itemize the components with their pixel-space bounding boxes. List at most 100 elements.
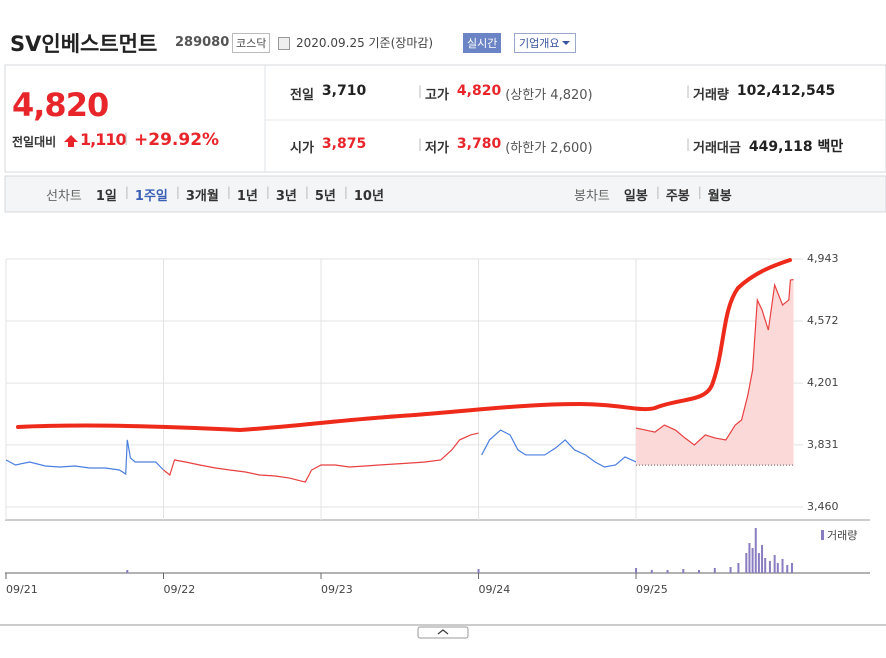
overview-button[interactable]: 기업개요: [514, 33, 577, 53]
quote-label: 거래대금: [693, 141, 741, 156]
change: 1,110: [80, 130, 127, 149]
period-tab[interactable]: 3개월: [185, 189, 219, 204]
separator: |: [418, 137, 423, 151]
tab-bar: [4, 175, 886, 213]
tab-group-label: 봉차트: [574, 189, 610, 204]
quote-value: 4,820: [456, 83, 502, 99]
volume-bar: [754, 528, 757, 573]
price-line: [635, 278, 794, 446]
dropdown-icon: [562, 41, 571, 49]
y-tick-label: 3,460: [807, 500, 839, 513]
volume-bar: [729, 567, 732, 573]
volume-bar: [682, 569, 685, 573]
plot: 3,460 3,831 4,201 4,572 4,943 09/21 09/22 09/23…: [5, 252, 857, 596]
volume-bar: [768, 561, 771, 573]
x-tick-label: 09/22: [164, 583, 196, 596]
quote-value: 3,875: [321, 136, 367, 152]
x-tick-label: 09/21: [6, 583, 38, 596]
quote-label: 거래량: [693, 88, 729, 103]
volume-bar: [786, 565, 789, 573]
quote-label: 전일: [290, 88, 314, 103]
tab-group-label: 선차트: [46, 189, 82, 204]
volume-bar: [761, 545, 764, 573]
area-fill: [636, 279, 794, 466]
volume-bar: [635, 568, 638, 573]
collapse-icon: [437, 629, 449, 635]
price-line: [5, 439, 164, 476]
period-tab[interactable]: 일봉: [623, 189, 648, 204]
price-line: [481, 429, 637, 468]
separator: |: [686, 84, 691, 98]
clock-icon: [278, 37, 290, 50]
separator: |: [655, 185, 660, 199]
volume-bar: [737, 563, 740, 573]
quote-label: 고가: [425, 88, 449, 103]
legend-swatch: [821, 530, 824, 540]
up-arrow: [64, 133, 78, 147]
volume-bar: [773, 555, 776, 573]
separator: |: [226, 185, 231, 199]
volume-bar: [764, 558, 767, 573]
volume-bar: [666, 570, 669, 573]
separator: |: [686, 137, 691, 151]
separator: |: [343, 185, 348, 199]
quote-note: (상한가 4,820): [505, 88, 593, 103]
volume-bar: [776, 563, 779, 573]
annotation-stroke: [16, 258, 792, 433]
quote-label: 저가: [425, 141, 449, 156]
change-label: 전일대비: [12, 135, 57, 149]
separator: |: [697, 185, 702, 199]
quote-value: 3,780: [456, 136, 502, 152]
volume-bar: [781, 559, 784, 573]
separator: |: [265, 185, 270, 199]
period-tab[interactable]: 1주일: [134, 189, 168, 204]
volume-bar: [126, 570, 129, 573]
volume-bar: [745, 553, 748, 573]
price-line: [163, 432, 479, 483]
price: 4,820: [12, 86, 109, 124]
separator: |: [124, 185, 129, 199]
volume-bar: [713, 568, 716, 573]
quote-value: 3,710: [321, 83, 367, 99]
stock-name: SV인베스트먼트: [10, 32, 158, 56]
realtime-button[interactable]: 실시간: [463, 33, 502, 53]
market-badge: 코스닥: [232, 33, 271, 53]
stock-code: 289080: [175, 35, 230, 50]
period-tab[interactable]: 1년: [236, 189, 258, 204]
x-tick-label: 09/24: [479, 583, 511, 596]
period-tab[interactable]: 5년: [314, 189, 336, 204]
date: 2020.09.25 기준(장마감): [296, 36, 434, 50]
change-pct: +29.92%: [134, 130, 220, 150]
overview-text: 기업개요: [519, 37, 560, 50]
period-tab[interactable]: 주봉: [665, 189, 690, 204]
quote-box: [4, 64, 886, 173]
collapse-button[interactable]: [417, 626, 469, 639]
volume-bar: [757, 553, 760, 573]
volume-bar: [751, 548, 754, 573]
y-tick-label: 4,572: [807, 314, 839, 327]
volume-bar: [698, 570, 701, 573]
quote-value: 449,118 백만: [748, 139, 844, 155]
period-tab[interactable]: 1일: [95, 189, 117, 204]
quote-value: 102,412,545: [736, 83, 836, 99]
legend-label: 거래량: [827, 529, 857, 542]
x-tick-label: 09/25: [636, 583, 668, 596]
period-tab[interactable]: 10년: [353, 189, 384, 204]
quote-label: 시가: [290, 141, 314, 156]
y-tick-label: 3,831: [807, 438, 839, 451]
period-tab[interactable]: 월봉: [707, 189, 732, 204]
separator: |: [304, 185, 309, 199]
quote-note: (하한가 2,600): [505, 141, 593, 156]
volume-bar: [748, 543, 751, 573]
separator: |: [418, 84, 423, 98]
y-tick-label: 4,201: [807, 376, 839, 389]
volume-bar: [650, 570, 653, 573]
volume-bar: [790, 563, 793, 573]
separator: |: [175, 185, 180, 199]
period-tab[interactable]: 3년: [275, 189, 297, 204]
y-tick-label: 4,943: [807, 252, 839, 265]
x-tick-label: 09/23: [321, 583, 353, 596]
volume-bar: [477, 569, 480, 573]
